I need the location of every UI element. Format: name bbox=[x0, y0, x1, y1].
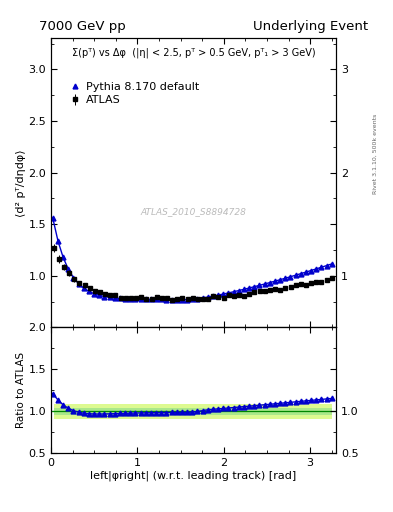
Y-axis label: ⟨d² pᵀ/dηdφ⟩: ⟨d² pᵀ/dηdφ⟩ bbox=[16, 149, 26, 217]
Text: Σ(pᵀ) vs Δφ  (|η| < 2.5, pᵀ > 0.5 GeV, pᵀ₁ > 3 GeV): Σ(pᵀ) vs Δφ (|η| < 2.5, pᵀ > 0.5 GeV, pᵀ… bbox=[72, 47, 315, 57]
Pythia 8.170 default bbox=[185, 296, 189, 303]
Pythia 8.170 default bbox=[329, 261, 334, 267]
Pythia 8.170 default bbox=[81, 285, 86, 291]
Legend: Pythia 8.170 default, ATLAS: Pythia 8.170 default, ATLAS bbox=[65, 79, 203, 109]
X-axis label: left|φright| (w.r.t. leading track) [rad]: left|φright| (w.r.t. leading track) [rad… bbox=[90, 471, 297, 481]
Line: Pythia 8.170 default: Pythia 8.170 default bbox=[50, 216, 334, 302]
Pythia 8.170 default bbox=[324, 263, 329, 269]
Text: 7000 GeV pp: 7000 GeV pp bbox=[39, 20, 126, 33]
Text: Underlying Event: Underlying Event bbox=[253, 20, 368, 33]
Text: Rivet 3.1.10, 500k events: Rivet 3.1.10, 500k events bbox=[373, 114, 378, 194]
Pythia 8.170 default bbox=[118, 295, 122, 302]
Text: ATLAS_2010_S8894728: ATLAS_2010_S8894728 bbox=[141, 207, 246, 217]
Pythia 8.170 default bbox=[102, 293, 107, 300]
Y-axis label: Ratio to ATLAS: Ratio to ATLAS bbox=[16, 352, 26, 429]
Pythia 8.170 default bbox=[154, 296, 158, 303]
Pythia 8.170 default bbox=[50, 215, 55, 221]
Pythia 8.170 default bbox=[303, 269, 308, 275]
